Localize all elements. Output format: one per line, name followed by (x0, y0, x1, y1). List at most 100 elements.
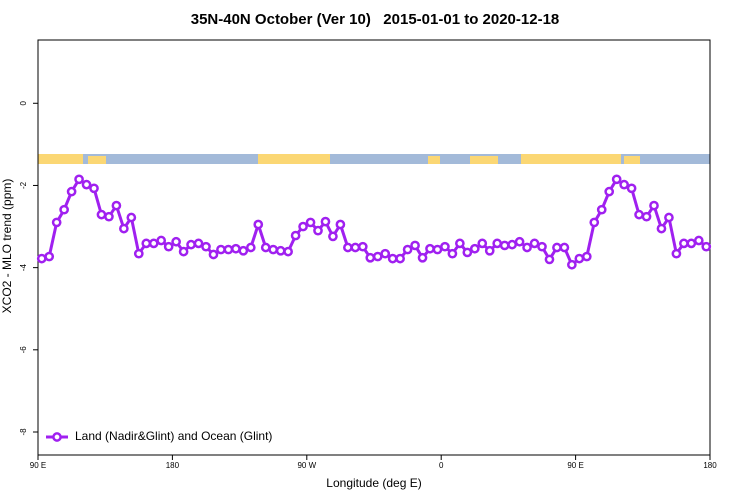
data-point (604, 186, 615, 197)
data-point (96, 209, 107, 220)
data-point (507, 239, 517, 250)
data-point (238, 245, 249, 256)
chart-title: 35N-40N October (Ver 10) 2015-01-01 to 2… (191, 11, 560, 28)
data-point (275, 245, 286, 256)
data-point (313, 225, 323, 236)
data-point (156, 235, 167, 246)
data-point (133, 248, 144, 259)
data-point (260, 242, 271, 253)
data-point (462, 247, 473, 258)
data-point (290, 230, 301, 241)
data-point (656, 223, 667, 234)
data-point (596, 204, 607, 215)
data-point (223, 244, 234, 255)
data-point (477, 238, 488, 249)
data-point (544, 254, 555, 265)
data-point (163, 241, 174, 252)
data-point (395, 253, 405, 264)
data-point (193, 238, 204, 249)
data-point (469, 243, 480, 254)
data-point (619, 179, 629, 190)
data-point (432, 244, 443, 255)
data-point (559, 242, 570, 253)
legend-marker (52, 432, 62, 442)
data-point (305, 217, 316, 228)
data-point (328, 231, 338, 242)
land-band (38, 154, 83, 164)
data-point (216, 244, 226, 255)
data-point (59, 204, 69, 215)
x-tick-label: 0 (439, 461, 444, 470)
data-point (380, 248, 391, 259)
data-point (417, 252, 428, 263)
data-point (679, 238, 689, 249)
data-point (611, 174, 622, 185)
x-tick-label: 90 W (297, 461, 316, 470)
data-point (141, 238, 152, 249)
data-point (89, 183, 99, 194)
data-point (410, 240, 420, 251)
data-point (148, 238, 159, 249)
data-point (357, 241, 368, 252)
data-point (343, 242, 353, 253)
land-band (88, 156, 106, 164)
data-point (126, 212, 137, 223)
data-point (425, 243, 435, 254)
data-point (298, 221, 308, 232)
land-band (470, 156, 498, 164)
data-point (499, 240, 510, 251)
data-point (567, 259, 577, 270)
data-point (574, 253, 585, 264)
data-point (201, 241, 211, 252)
ocean-band (38, 154, 710, 164)
data-point (51, 217, 62, 228)
data-point (119, 223, 129, 234)
data-point (111, 200, 122, 211)
data-point (634, 209, 644, 220)
data-point (231, 243, 241, 254)
data-point (529, 238, 540, 249)
land-band (521, 154, 621, 164)
land-band (624, 156, 640, 164)
y-tick-label: 0 (19, 101, 28, 106)
data-point (320, 216, 331, 227)
legend: Land (Nadir&Glint) and Ocean (Glint) (46, 429, 272, 443)
data-point (402, 244, 413, 255)
legend-label: Land (Nadir&Glint) and Ocean (Glint) (75, 429, 272, 443)
y-tick-label: -2 (19, 181, 28, 189)
data-point (372, 251, 383, 262)
y-tick-label: -4 (19, 264, 28, 272)
data-point (171, 236, 181, 247)
data-point (350, 242, 361, 253)
land-band (258, 154, 330, 164)
data-point (44, 251, 55, 262)
data-point (514, 236, 525, 247)
data-point (552, 242, 562, 253)
data-point (626, 183, 637, 194)
data-point (245, 242, 256, 253)
data-point (671, 248, 682, 259)
x-tick-label: 180 (166, 461, 180, 470)
data-point (335, 219, 346, 230)
data-point (455, 238, 465, 249)
x-tick-label: 90 E (30, 461, 46, 470)
y-tick-label: -6 (19, 346, 28, 354)
data-point (104, 211, 114, 222)
x-tick-label: 90 E (567, 461, 583, 470)
data-point (440, 241, 450, 252)
land-band (428, 156, 440, 164)
data-point (268, 244, 279, 255)
data-point (186, 239, 196, 250)
data-point (178, 246, 189, 257)
data-point (581, 251, 592, 262)
data-point (492, 238, 503, 249)
data-point (208, 249, 219, 260)
data-point (365, 252, 376, 263)
data-point (447, 248, 458, 259)
data-point (664, 212, 674, 223)
data-point (701, 241, 712, 252)
data-point (36, 253, 47, 264)
data-point (693, 235, 704, 246)
